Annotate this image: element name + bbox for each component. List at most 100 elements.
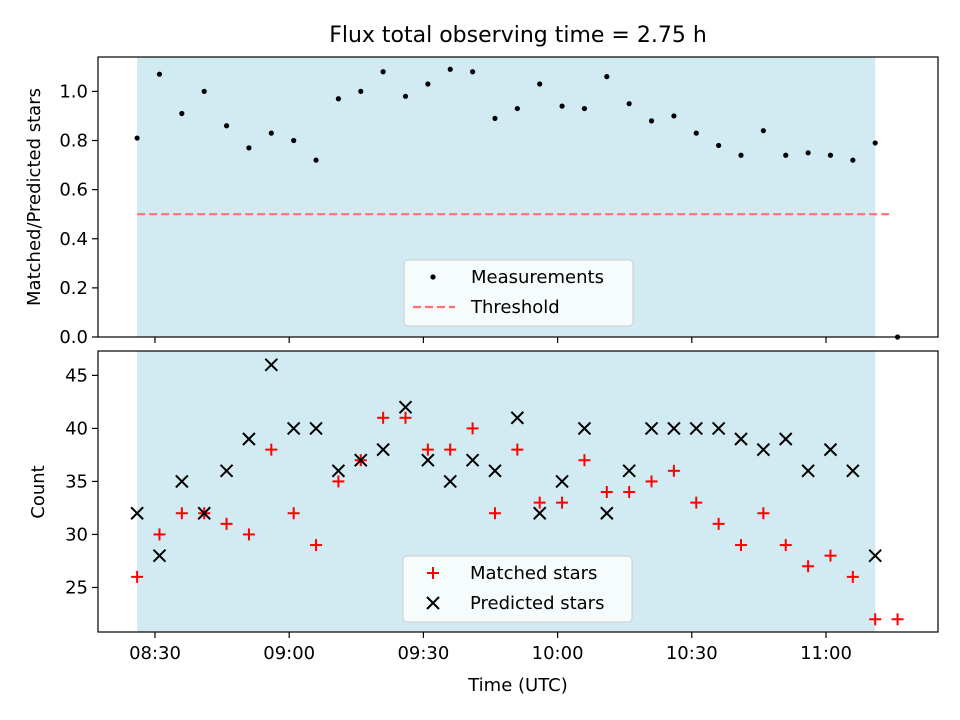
y-tick-label: 25 — [65, 577, 88, 598]
matched-star-point — [757, 507, 770, 520]
legend-measurements-marker — [430, 274, 436, 280]
top-axes-frame — [97, 56, 939, 338]
chart-title: Flux total observing time = 2.75 h — [329, 23, 707, 48]
measurement-point — [447, 66, 453, 72]
top-x-ticks — [154, 337, 827, 343]
matched-star-point — [220, 517, 233, 530]
predicted-star-point — [152, 548, 167, 563]
matched-star-point — [533, 496, 546, 509]
legend-predicted-marker — [426, 596, 440, 610]
predicted-star-point — [555, 474, 569, 489]
predicted-star-point — [488, 464, 502, 478]
matched-star-point — [287, 507, 300, 520]
measurement-point — [783, 152, 789, 158]
measurement-point — [581, 105, 588, 112]
x-tick-label: 11:00 — [800, 643, 852, 664]
measurement-point — [425, 81, 431, 87]
measurement-point — [134, 135, 140, 141]
predicted-star-point — [689, 421, 703, 436]
y-tick-label: 0.0 — [59, 327, 88, 348]
predicted-star-point — [331, 464, 346, 478]
matched-star-point — [712, 517, 725, 530]
legend-predicted-label: Predicted stars — [470, 593, 604, 614]
predicted-star-point — [801, 464, 815, 478]
measurement-point — [805, 150, 811, 156]
y-tick-label: 1.0 — [59, 81, 88, 102]
matched-star-point — [175, 507, 188, 520]
predicted-star-point — [219, 464, 234, 478]
measurement-point — [537, 81, 543, 87]
x-axis-label: Time (UTC) — [467, 675, 568, 696]
measurement-point — [335, 96, 342, 102]
bottom-markers — [130, 358, 904, 626]
measurement-point — [492, 115, 498, 122]
y-tick-label: 0.2 — [59, 278, 88, 299]
matched-star-point — [488, 507, 501, 520]
matched-star-point — [735, 539, 748, 552]
bottom-panel: 25 30 35 40 45 08:30 09:00 09:30 10:00 10:30 11:0… — [28, 350, 939, 664]
matched-star-point — [265, 443, 278, 456]
matched-star-point — [466, 422, 479, 435]
matched-star-point — [667, 464, 680, 477]
predicted-star-point — [779, 432, 793, 446]
matched-star-point — [779, 539, 792, 552]
measurement-point — [156, 71, 163, 77]
top-panel: 0.0 0.2 0.4 0.6 0.8 1.0 Matched/Predicted sta… — [24, 56, 939, 348]
predicted-star-point — [622, 464, 636, 478]
y-tick-label: 40 — [65, 418, 88, 439]
measurement-point — [738, 152, 744, 158]
predicted-star-point — [130, 506, 144, 520]
predicted-star-point — [242, 432, 256, 446]
measurement-point — [827, 152, 834, 158]
predicted-star-point — [376, 442, 390, 457]
predicted-star-point — [644, 421, 659, 436]
measurement-point — [604, 74, 610, 80]
predicted-star-point — [354, 453, 368, 467]
measurement-point — [223, 123, 230, 129]
matched-star-point — [332, 475, 345, 488]
measurement-point — [626, 101, 632, 107]
matched-star-point — [824, 549, 837, 562]
measurement-point — [872, 140, 878, 146]
x-tick-label: 09:00 — [263, 643, 315, 664]
measurement-point — [268, 130, 274, 136]
predicted-star-point — [443, 474, 457, 489]
top-y-ticks: 0.0 0.2 0.4 0.6 0.8 1.0 — [59, 81, 98, 348]
predicted-star-point — [823, 442, 838, 457]
measurement-point — [380, 69, 386, 75]
x-tick-label: 09:30 — [397, 643, 449, 664]
predicted-star-point — [600, 506, 614, 520]
predicted-star-point — [286, 421, 301, 436]
measurement-point — [760, 128, 766, 134]
matched-star-point — [242, 528, 255, 541]
legend-measurements-label: Measurements — [471, 267, 604, 288]
legend-matched-marker — [427, 567, 439, 579]
matched-star-point — [556, 496, 569, 509]
measurement-point — [671, 113, 677, 119]
matched-star-point — [578, 454, 591, 467]
top-markers — [134, 66, 901, 340]
legend-threshold-label: Threshold — [470, 297, 560, 318]
x-tick-label: 08:30 — [129, 643, 181, 664]
bottom-y-ticks: 25 30 35 40 45 — [65, 365, 98, 598]
predicted-star-point — [264, 358, 279, 372]
measurement-point — [313, 157, 319, 163]
matched-star-point — [511, 443, 524, 456]
legend-matched-label: Matched stars — [470, 563, 597, 584]
y-tick-label: 30 — [65, 524, 88, 545]
top-y-axis-label: Matched/Predicted stars — [24, 88, 45, 306]
measurement-point — [201, 88, 207, 94]
predicted-star-point — [421, 453, 435, 467]
measurement-point — [716, 142, 722, 149]
predicted-star-point — [398, 400, 413, 414]
measurement-point — [402, 93, 409, 99]
measurement-point — [246, 145, 252, 151]
matched-star-point — [802, 560, 815, 573]
predicted-star-point — [846, 464, 860, 478]
matched-star-point — [399, 411, 412, 424]
measurement-point — [470, 69, 476, 75]
predicted-star-point — [532, 506, 547, 520]
top-legend: Measurements Threshold — [403, 259, 634, 327]
bottom-y-axis-label: Count — [28, 465, 49, 518]
